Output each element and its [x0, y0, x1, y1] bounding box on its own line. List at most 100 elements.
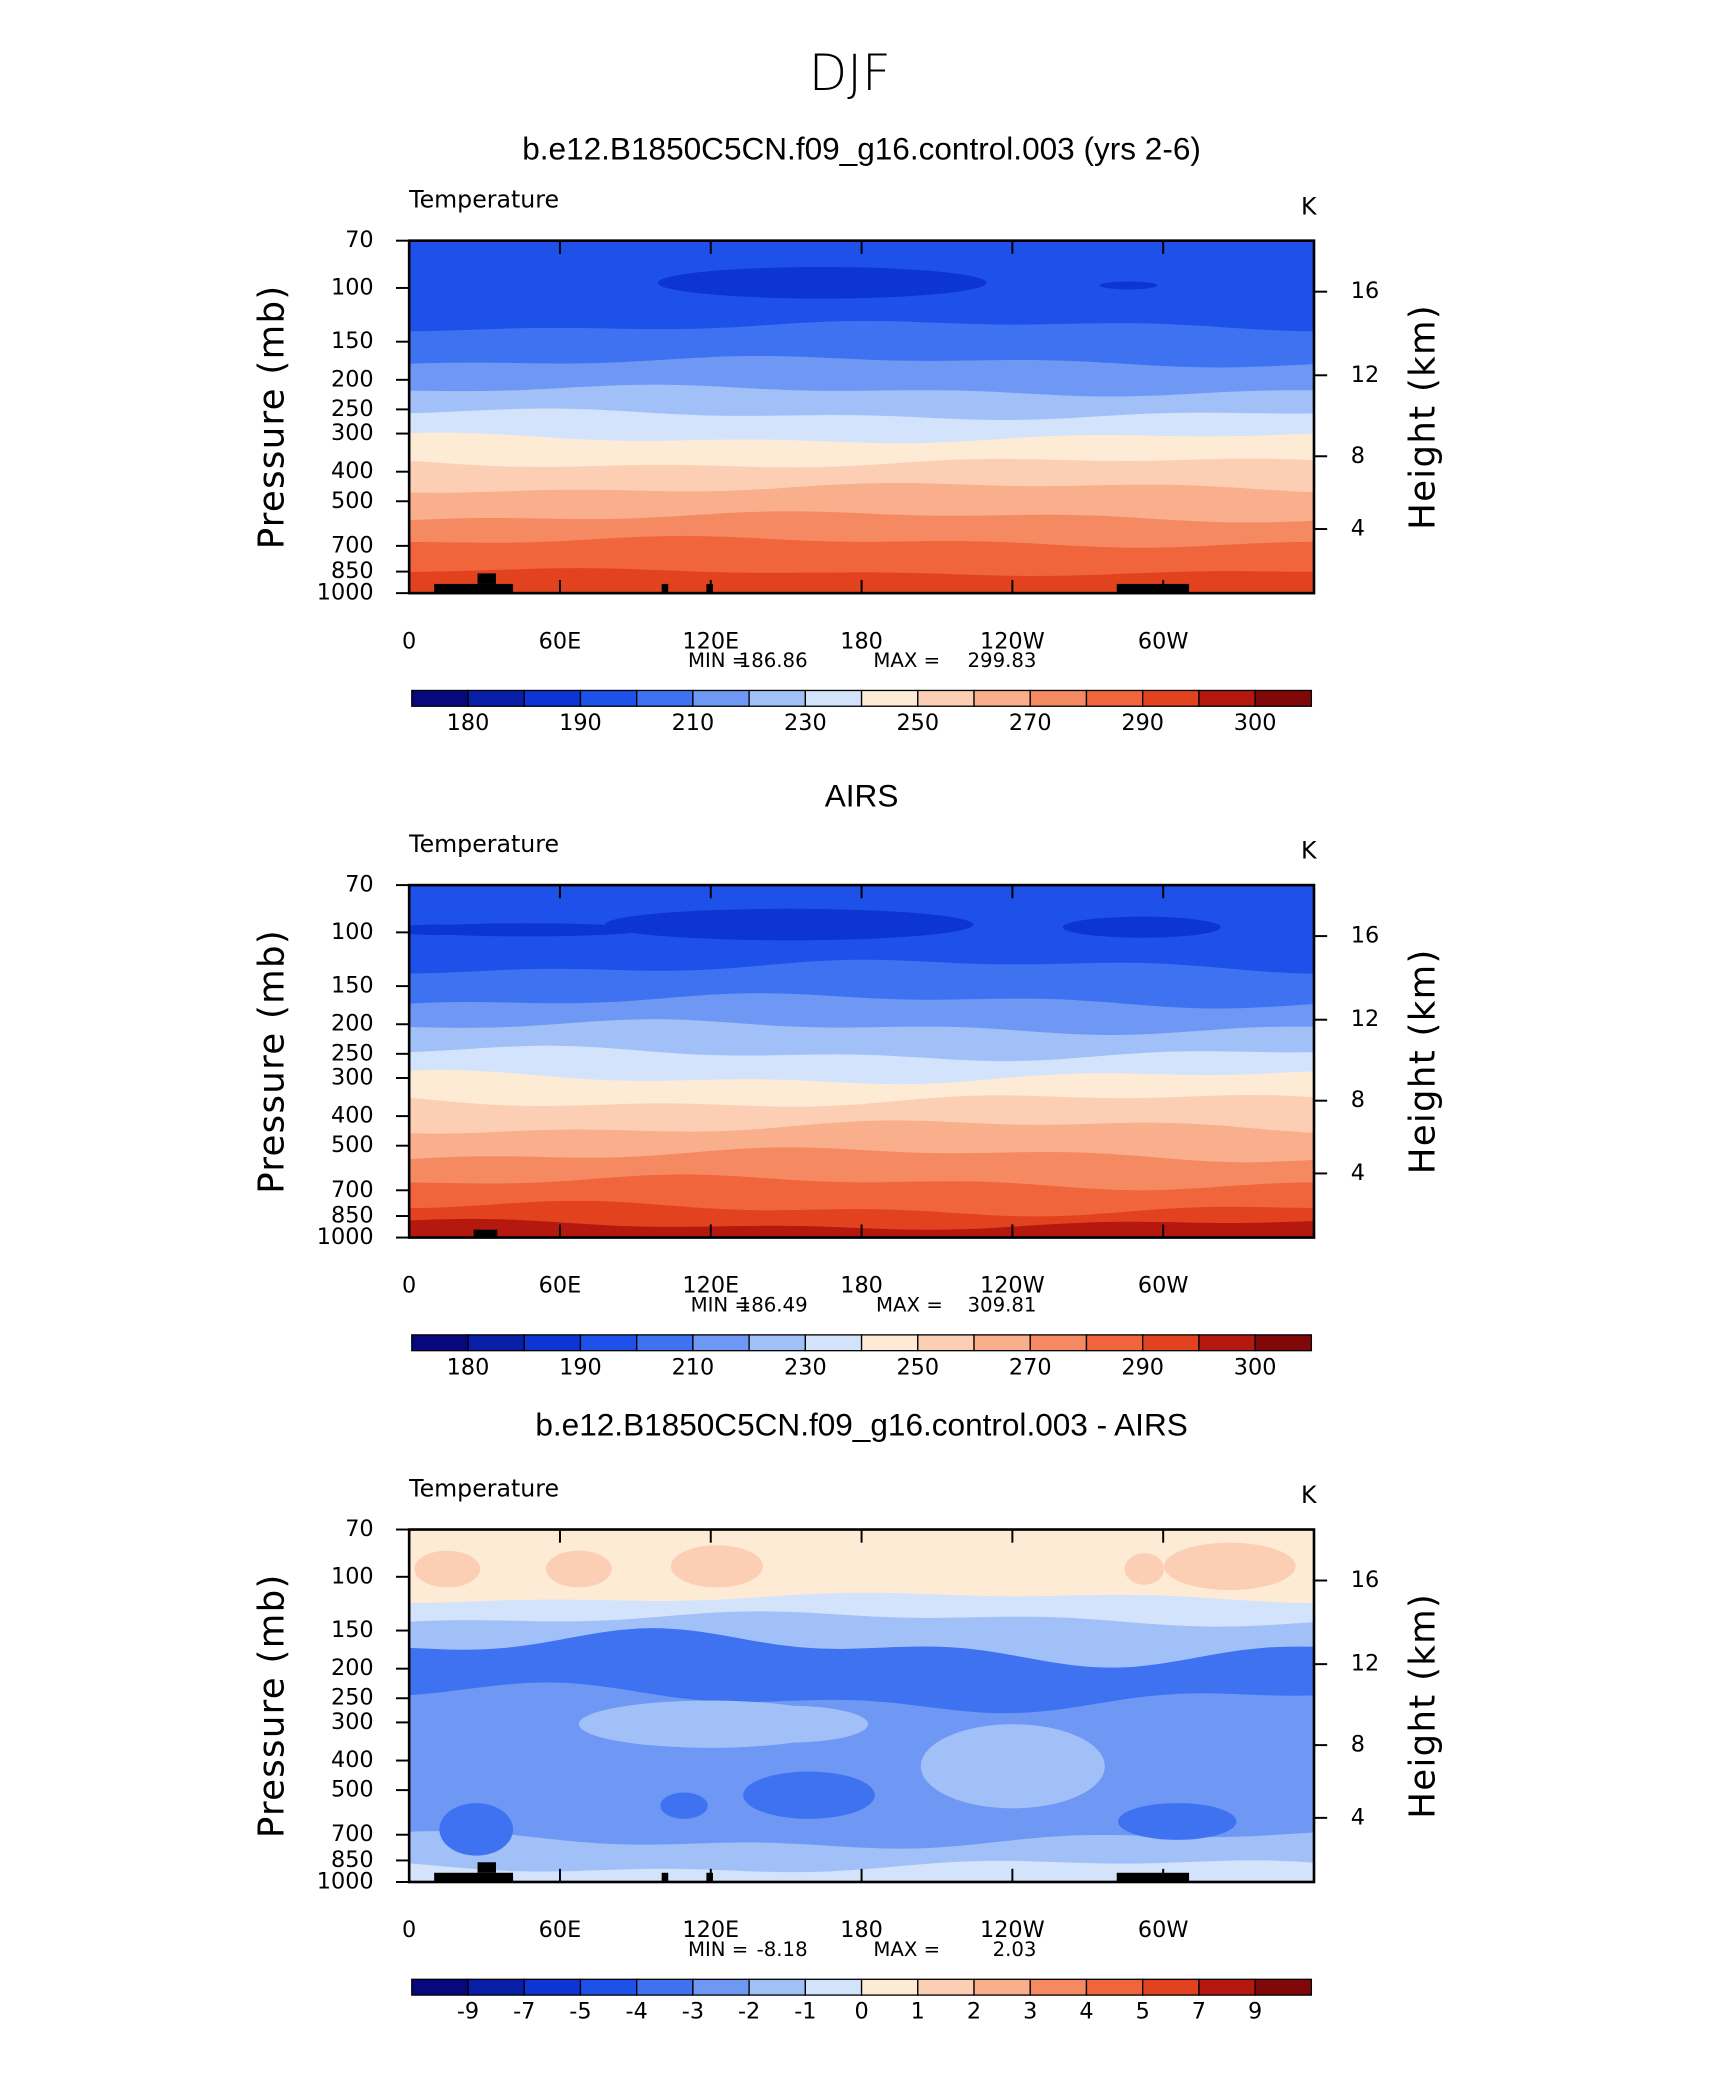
x-tick-label: 120E — [682, 1917, 739, 1943]
terrain — [434, 583, 514, 594]
y-tick-label: 400 — [331, 1747, 374, 1773]
x-tick-label: 0 — [402, 1917, 416, 1943]
colorbar-box — [467, 689, 525, 707]
colorbar-box — [1254, 1978, 1313, 1996]
y2-tick-label: 16 — [1351, 923, 1379, 949]
colorbar-box — [1085, 1334, 1144, 1352]
colorbar-label: -4 — [626, 1999, 648, 2025]
contour-field — [409, 885, 1314, 1238]
x-tick-label: 0 — [402, 628, 416, 654]
terrain — [1116, 583, 1190, 594]
colorbar-box — [579, 1978, 638, 1996]
contour-blob — [409, 924, 474, 936]
y2-tick-label: 8 — [1351, 1087, 1365, 1113]
x-tick-label: 60W — [1138, 1917, 1189, 1943]
colorbar-label: 7 — [1192, 1999, 1206, 2025]
terrain — [434, 1872, 514, 1882]
colorbar-box — [411, 1978, 469, 1996]
colorbar-label: 250 — [896, 710, 939, 736]
stat-label: MAX = — [873, 649, 940, 672]
colorbar-label: 250 — [896, 1354, 939, 1380]
colorbar-label: 230 — [784, 1354, 827, 1380]
y-tick-label: 250 — [331, 1685, 374, 1711]
y-tick-label: 200 — [331, 1011, 374, 1037]
colorbar-box — [1085, 1978, 1144, 1996]
y2-axis-label: Height (km) — [1402, 304, 1443, 530]
x-tick-label: 120W — [980, 628, 1045, 654]
x-tick-label: 180 — [840, 1273, 883, 1299]
colorbar-label: 300 — [1234, 1354, 1277, 1380]
y-tick-label: 70 — [345, 1516, 373, 1542]
colorbar-box — [973, 1978, 1031, 1996]
colorbar-label: 1 — [911, 1999, 925, 2025]
colorbar-label: 210 — [672, 710, 715, 736]
colorbar-label: 300 — [1234, 710, 1277, 736]
colorbar-box — [1029, 1334, 1088, 1352]
stat-label: MIN = — [688, 649, 748, 672]
contour-blob — [1164, 1542, 1296, 1591]
stat-label: MAX = — [873, 1938, 940, 1961]
stat-value: 299.83 — [967, 649, 1036, 672]
colorbar-box — [1142, 1978, 1200, 1996]
y2-tick-label: 12 — [1351, 1651, 1379, 1677]
colorbar-box — [1029, 689, 1088, 707]
x-tick-label: 60W — [1138, 628, 1189, 654]
colorbar-box — [860, 1334, 919, 1352]
colorbar-box — [692, 1334, 750, 1352]
colorbar-box — [692, 1978, 750, 1996]
stat-value: 186.86 — [739, 649, 808, 672]
stat-value: 186.49 — [739, 1293, 808, 1316]
y-tick-label: 300 — [331, 1709, 374, 1735]
colorbar-box — [467, 1334, 525, 1352]
colorbar-label: 4 — [1079, 1999, 1093, 2025]
colorbar-box — [636, 1978, 694, 1996]
contour-blob — [743, 1771, 875, 1819]
colorbar-box — [523, 689, 582, 707]
y-tick-label: 500 — [331, 1132, 374, 1158]
colorbar-box — [467, 1978, 525, 1996]
panel-title: AIRS — [825, 778, 899, 814]
colorbar-label: -7 — [513, 1999, 535, 2025]
stat-value: 2.03 — [993, 1938, 1037, 1961]
y2-tick-label: 4 — [1351, 1160, 1365, 1186]
colorbar-box — [1254, 1334, 1313, 1352]
colorbar-label: 180 — [447, 1354, 490, 1380]
stat-value: -8.18 — [757, 1938, 808, 1961]
units-label: K — [1301, 837, 1318, 865]
y-tick-label: 150 — [331, 328, 374, 354]
field-label: Temperature — [408, 830, 559, 858]
contour-blob — [414, 1550, 481, 1588]
x-tick-label: 60W — [1138, 1273, 1189, 1299]
colorbar-label: -5 — [569, 1999, 591, 2025]
colorbar-label: -9 — [457, 1999, 479, 2025]
y-tick-label: 200 — [331, 1655, 374, 1681]
contour-blob — [660, 1792, 708, 1819]
units-label: K — [1301, 192, 1318, 220]
colorbar-label: -2 — [738, 1999, 760, 2025]
contour-blob — [920, 1724, 1105, 1809]
colorbar-label: 9 — [1248, 1999, 1262, 2025]
contour-blob — [1124, 1553, 1165, 1585]
y2-tick-label: 8 — [1351, 443, 1365, 469]
terrain — [477, 573, 496, 584]
contour-blob — [439, 1803, 514, 1856]
colorbar-box — [860, 1978, 919, 1996]
y2-axis-label: Height (km) — [1402, 1593, 1443, 1819]
contour-blob — [545, 1550, 612, 1588]
x-tick-label: 180 — [840, 628, 883, 654]
y2-tick-label: 12 — [1351, 362, 1379, 388]
colorbar-box — [1085, 689, 1144, 707]
colorbar-box — [692, 689, 750, 707]
colorbar-box — [748, 689, 807, 707]
contour-blob — [1118, 1803, 1237, 1840]
y-tick-label: 400 — [331, 458, 374, 484]
panel: b.e12.B1850C5CN.f09_g16.control.003 (yrs… — [252, 131, 1444, 736]
terrain — [473, 1229, 498, 1238]
units-label: K — [1301, 1481, 1318, 1509]
y-tick-label: 850 — [331, 1203, 374, 1229]
y-tick-label: 700 — [331, 1821, 374, 1847]
stat-label: MIN = — [688, 1938, 748, 1961]
colorbar-box — [917, 1334, 975, 1352]
